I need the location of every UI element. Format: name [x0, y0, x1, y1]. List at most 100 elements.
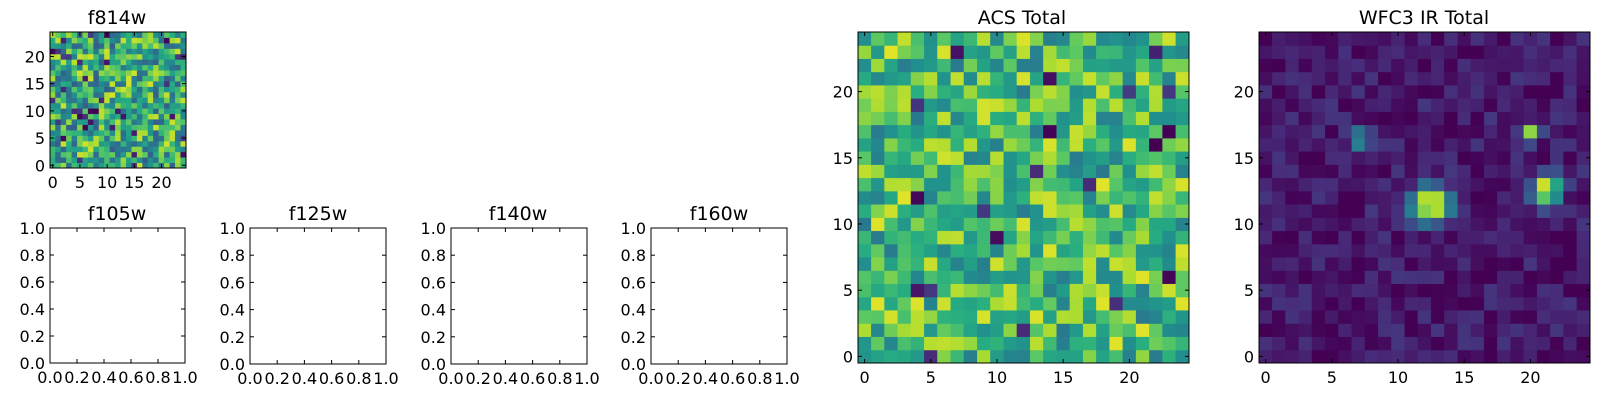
heatmap-cell	[1069, 177, 1084, 192]
heatmap-cell	[1285, 270, 1300, 285]
heatmap-cell	[82, 86, 89, 93]
heatmap-cell	[1470, 164, 1485, 179]
heatmap-cell	[147, 86, 154, 93]
heatmap-cell	[142, 75, 149, 82]
heatmap-cell	[977, 98, 991, 112]
heatmap-cell	[1325, 336, 1339, 351]
heatmap-cell	[1122, 190, 1137, 205]
heatmap-cell	[1497, 58, 1512, 73]
heatmap-cell	[1109, 164, 1124, 179]
heatmap-cell	[126, 31, 133, 38]
heatmap-cell	[1258, 137, 1273, 152]
heatmap-cell	[1003, 31, 1018, 46]
heatmap-cell	[115, 48, 122, 55]
heatmap-cell	[164, 86, 171, 93]
heatmap-cell	[1096, 283, 1111, 298]
heatmap-cell	[98, 124, 105, 131]
heatmap-cell	[109, 48, 116, 55]
heatmap-cell	[142, 80, 149, 87]
heatmap-cell	[1272, 71, 1286, 86]
heatmap-cell	[164, 75, 171, 82]
heatmap-cell	[1162, 31, 1177, 46]
heatmap-cell	[871, 217, 885, 232]
heatmap-cell	[1510, 164, 1525, 179]
heatmap-cell	[1497, 137, 1512, 152]
heatmap-cell	[174, 162, 182, 169]
heatmap-cell	[1417, 336, 1432, 351]
heatmap-cell	[93, 86, 100, 93]
heatmap-cell	[1043, 84, 1058, 99]
heatmap-cell	[180, 31, 187, 38]
heatmap-cell	[1069, 164, 1084, 179]
heatmap-cell	[1325, 137, 1339, 152]
x-tick-label: 0.2	[665, 369, 690, 388]
heatmap-cell	[98, 151, 105, 158]
heatmap-cell	[169, 156, 176, 164]
heatmap-cell	[1417, 31, 1432, 46]
heatmap-cell	[120, 69, 127, 76]
heatmap-cell	[884, 190, 899, 205]
heatmap-cell	[1135, 336, 1150, 351]
heatmap-cell	[1364, 270, 1379, 285]
x-tick-label: 1.0	[574, 369, 599, 388]
heatmap-cell	[1096, 217, 1111, 232]
heatmap-cell	[82, 48, 89, 55]
heatmap-cell	[1497, 230, 1512, 245]
heatmap-cell	[66, 102, 73, 109]
heatmap-cell	[963, 151, 978, 165]
heatmap-cell	[1096, 349, 1111, 364]
heatmap-cell	[1258, 296, 1273, 311]
heatmap-cell	[1029, 336, 1044, 351]
heatmap-cell	[1351, 203, 1366, 218]
heatmap-cell	[1258, 45, 1273, 59]
heatmap-cell	[1417, 217, 1432, 232]
heatmap-cell	[1016, 323, 1031, 337]
heatmap-cell	[1483, 137, 1498, 152]
heatmap-cell	[153, 31, 160, 38]
heatmap-cell	[1029, 283, 1044, 298]
heatmap-cell	[1069, 243, 1084, 258]
heatmap-cell	[1162, 270, 1177, 285]
heatmap-cell	[1311, 71, 1326, 86]
heatmap-cell	[180, 59, 187, 66]
heatmap-cell	[1536, 270, 1551, 285]
heatmap-cell	[1003, 71, 1018, 86]
heatmap-cell	[1470, 283, 1485, 298]
heatmap-cell	[1444, 151, 1459, 165]
heatmap-cell	[60, 64, 67, 71]
axes-frame	[650, 227, 788, 365]
heatmap-cell	[1483, 71, 1498, 86]
heatmap-cell	[98, 91, 105, 98]
heatmap-cell	[87, 31, 94, 38]
heatmap-cell	[950, 58, 965, 73]
heatmap-cell	[963, 45, 978, 59]
heatmap-cell	[55, 124, 62, 131]
heatmap-cell	[1457, 217, 1472, 232]
heatmap-cell	[924, 190, 938, 205]
heatmap-cell	[115, 75, 122, 82]
x-tick-label: 0	[48, 173, 58, 192]
heatmap-cell	[60, 42, 67, 49]
heatmap-cell	[871, 296, 885, 311]
heatmap-cell	[884, 323, 899, 337]
heatmap-cell	[55, 59, 62, 66]
heatmap-cell	[1457, 137, 1472, 152]
heatmap-cell	[93, 162, 100, 169]
heatmap-cell	[1175, 98, 1190, 112]
heatmap-cell	[93, 75, 100, 82]
heatmap-cell	[937, 190, 952, 205]
heatmap-cell	[1135, 177, 1150, 192]
heatmap-cell	[1457, 230, 1472, 245]
heatmap-cell	[136, 59, 143, 66]
heatmap-cell	[82, 151, 89, 158]
heatmap-cell	[1378, 98, 1392, 112]
heatmap-cell	[98, 113, 105, 120]
heatmap-cell	[55, 97, 62, 104]
heatmap-cell	[71, 86, 78, 93]
heatmap-cell	[142, 69, 149, 76]
heatmap-cell	[71, 31, 78, 38]
heatmap-cell	[109, 108, 116, 115]
heatmap-cell	[158, 113, 165, 120]
heatmap-cell	[1550, 84, 1564, 99]
heatmap-cell	[1162, 256, 1177, 271]
